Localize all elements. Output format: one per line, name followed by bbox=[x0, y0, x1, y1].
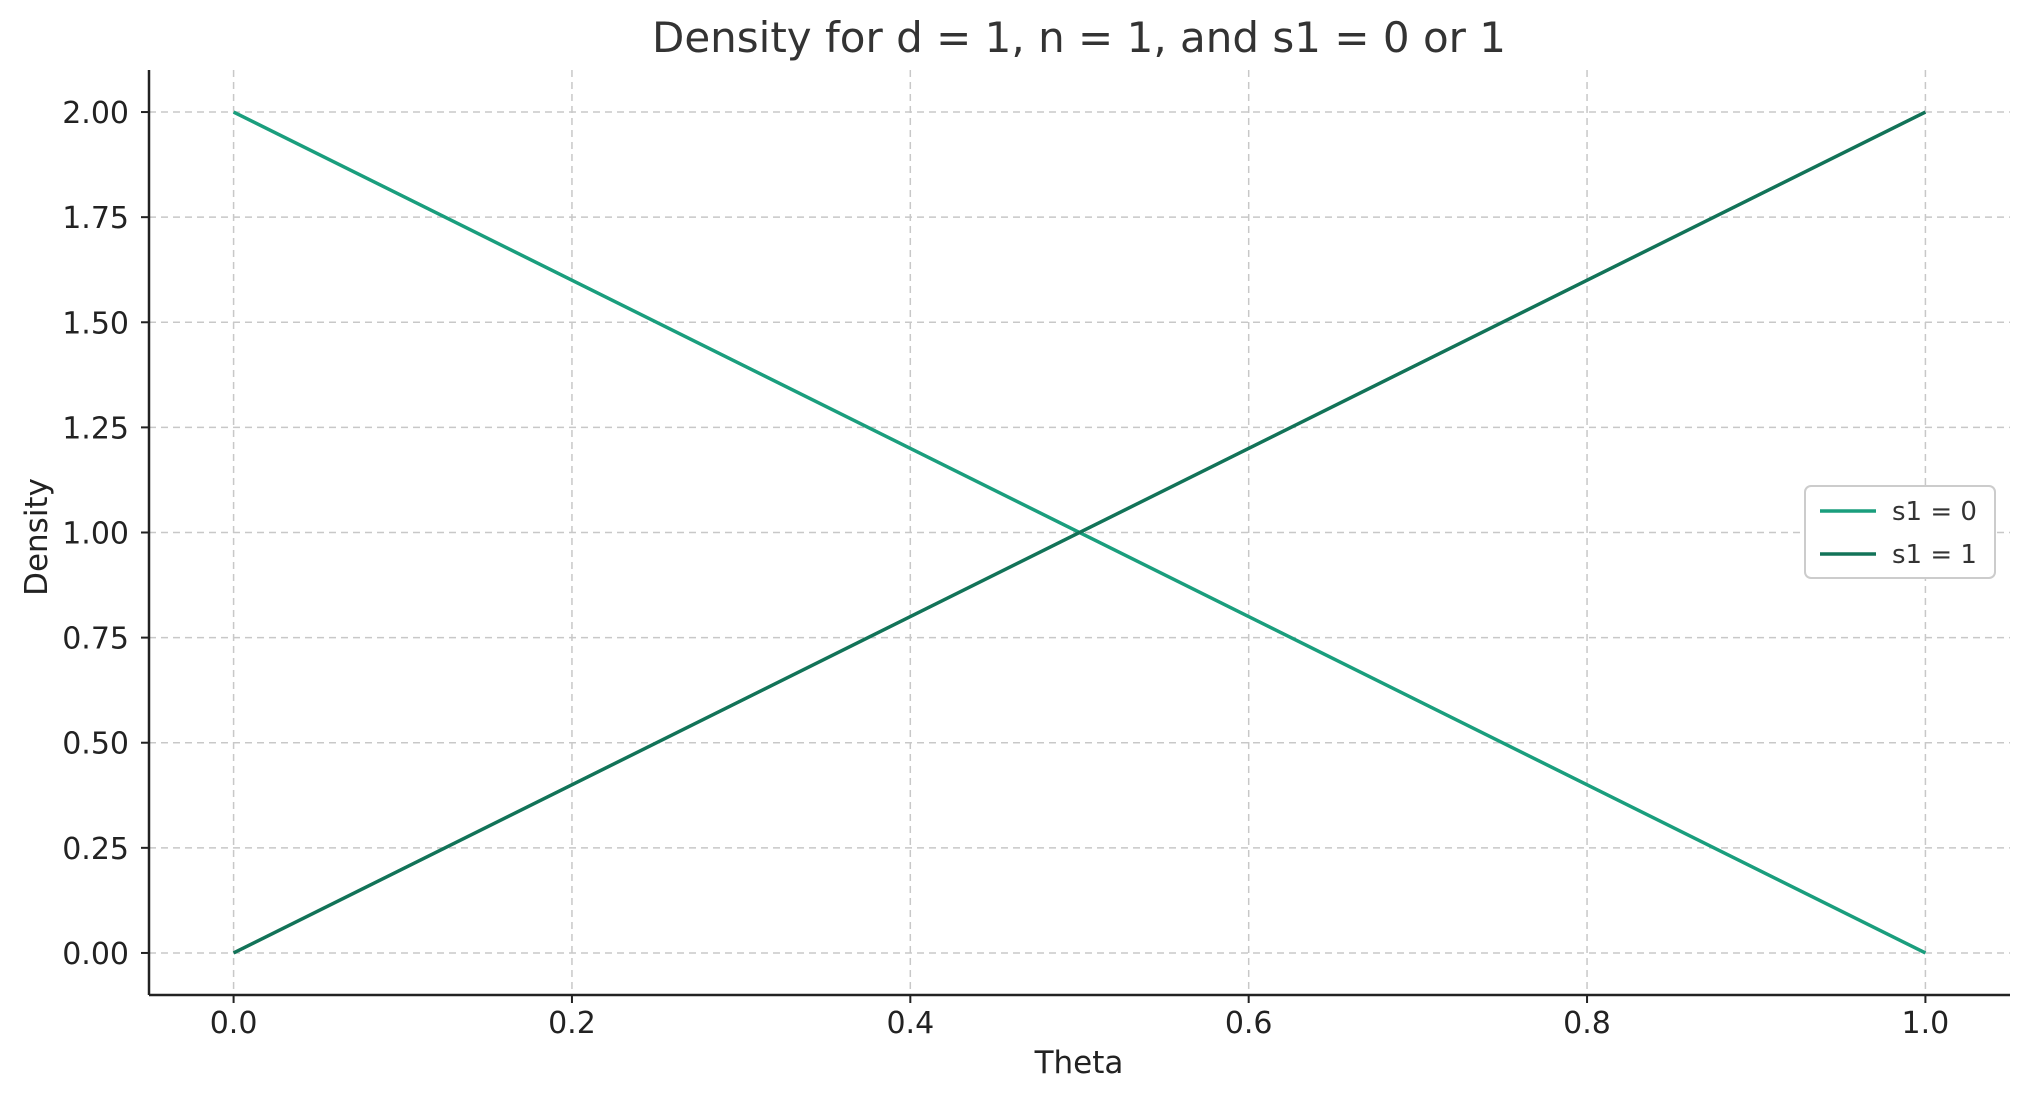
y-ticks: 0.00 0.25 0.50 0.75 1.00 1.25 1.50 1.75 2.00 bbox=[62, 96, 149, 972]
x-tick-label: 0.4 bbox=[886, 1006, 934, 1041]
x-ticks: 0.0 0.2 0.4 0.6 0.8 1.0 bbox=[210, 995, 1950, 1041]
y-tick-label: 0.00 bbox=[62, 937, 129, 972]
series-line-2 bbox=[232, 110, 1927, 955]
legend: s1 = 0 s1 = 1 bbox=[1804, 485, 1996, 579]
y-tick-label: 0.50 bbox=[62, 727, 129, 762]
x-tick-label: 0.0 bbox=[210, 1006, 258, 1041]
series-lines bbox=[232, 110, 1927, 955]
y-axis-label: Density bbox=[19, 478, 55, 596]
y-tick-label: 2.00 bbox=[62, 96, 129, 131]
y-tick-label: 1.00 bbox=[62, 517, 129, 552]
x-tick-label: 0.2 bbox=[548, 1006, 596, 1041]
x-tick-label: 0.6 bbox=[1225, 1006, 1273, 1041]
y-tick-label: 0.25 bbox=[62, 832, 129, 867]
legend-label: s1 = 1 bbox=[1892, 540, 1977, 570]
chart-title: Density for d = 1, n = 1, and s1 = 0 or … bbox=[652, 13, 1506, 62]
y-tick-label: 1.25 bbox=[62, 411, 129, 446]
legend-label: s1 = 0 bbox=[1892, 497, 1977, 527]
y-tick-label: 0.75 bbox=[62, 622, 129, 657]
y-tick-label: 1.50 bbox=[62, 306, 129, 341]
x-tick-label: 1.0 bbox=[1902, 1006, 1950, 1041]
grid-lines bbox=[149, 70, 2010, 995]
x-axis-label: Theta bbox=[1034, 1045, 1124, 1081]
x-tick-label: 0.8 bbox=[1563, 1006, 1611, 1041]
y-tick-label: 1.75 bbox=[62, 201, 129, 236]
